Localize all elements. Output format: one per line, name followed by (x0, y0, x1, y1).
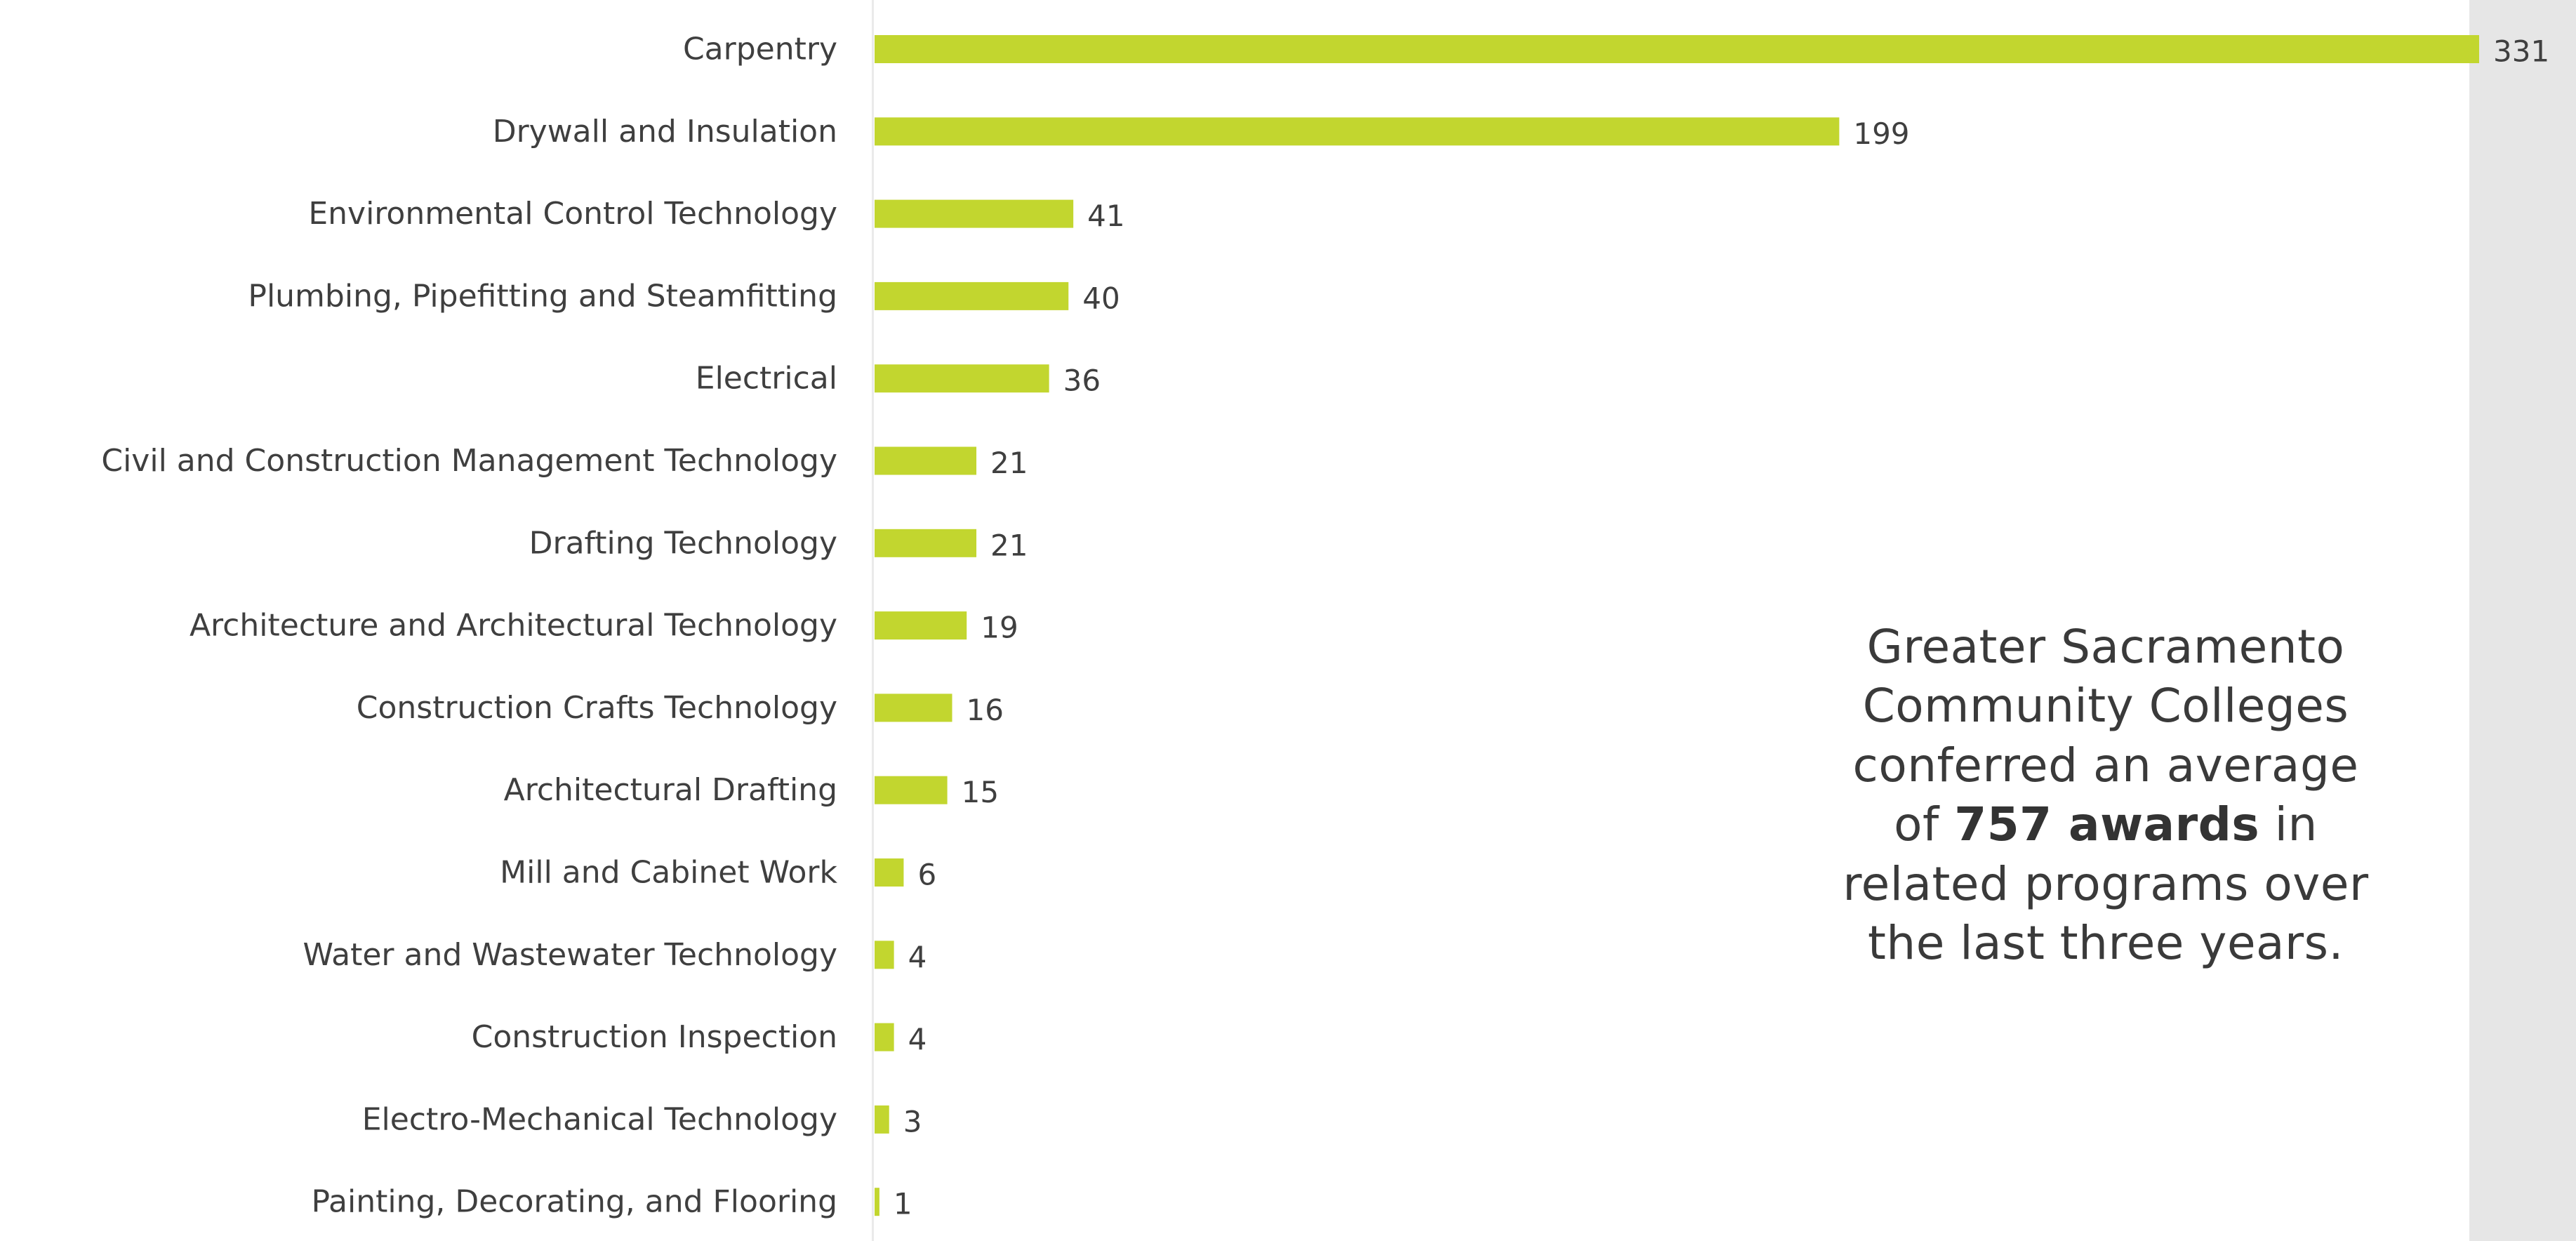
bar (875, 1023, 894, 1051)
category-label: Architecture and Architectural Technolog… (190, 608, 837, 644)
callout-awards-count: 757 awards (1954, 797, 2260, 852)
bar (875, 694, 952, 722)
bar (875, 199, 1074, 228)
bar (875, 281, 1069, 310)
bar (875, 364, 1049, 393)
value-label: 199 (1853, 117, 1909, 151)
category-label: Painting, Decorating, and Flooring (311, 1184, 837, 1220)
callout-line-4-suffix: in (2274, 797, 2318, 852)
callout-line-1: Greater Sacramento (1866, 620, 2345, 674)
value-label: 41 (1087, 199, 1124, 233)
category-label: Mill and Cabinet Work (500, 855, 837, 891)
category-label: Construction Crafts Technology (357, 690, 837, 726)
bar (875, 1188, 879, 1216)
category-label: Construction Inspection (472, 1019, 837, 1055)
value-label: 21 (990, 528, 1028, 562)
value-label: 16 (967, 693, 1004, 727)
value-label: 19 (981, 611, 1018, 645)
value-label: 1 (894, 1187, 912, 1221)
bar (875, 117, 1840, 146)
callout-line-6: the last three years. (1867, 916, 2344, 971)
value-label: 331 (2493, 34, 2549, 69)
bar (875, 1105, 889, 1134)
category-label: Electrical (696, 361, 837, 397)
value-label: 4 (908, 940, 927, 974)
bar (875, 941, 894, 969)
summary-callout: Greater Sacramento Community Colleges co… (1769, 618, 2443, 974)
callout-line-4: of 757 awards in (1769, 795, 2443, 854)
callout-line-5: related programs over (1843, 856, 2369, 911)
right-panel (2469, 0, 2576, 1241)
bar (875, 529, 977, 557)
callout-line-2: Community Colleges (1862, 679, 2349, 734)
value-label: 40 (1082, 281, 1120, 315)
value-label: 4 (908, 1022, 927, 1056)
bar (875, 776, 948, 804)
value-label: 3 (903, 1104, 922, 1139)
category-label: Drywall and Insulation (493, 114, 837, 150)
value-label: 21 (990, 446, 1028, 480)
category-label: Water and Wastewater Technology (303, 937, 837, 973)
category-label: Civil and Construction Management Techno… (101, 443, 837, 479)
y-axis-line (872, 0, 874, 1241)
value-label: 15 (962, 775, 999, 809)
category-label: Carpentry (683, 32, 837, 67)
category-label: Environmental Control Technology (308, 196, 837, 232)
category-label: Drafting Technology (529, 525, 837, 561)
category-label: Plumbing, Pipefitting and Steamfitting (248, 278, 837, 314)
value-label: 6 (917, 858, 936, 892)
callout-line-3: conferred an average (1852, 738, 2359, 792)
category-label: Architectural Drafting (504, 772, 837, 808)
callout-line-4-prefix: of (1894, 797, 1939, 852)
bar (875, 611, 967, 640)
value-label: 36 (1063, 364, 1101, 398)
bar (875, 35, 2479, 63)
bar (875, 446, 977, 475)
category-label: Electro-Mechanical Technology (362, 1101, 837, 1137)
bar (875, 858, 904, 887)
